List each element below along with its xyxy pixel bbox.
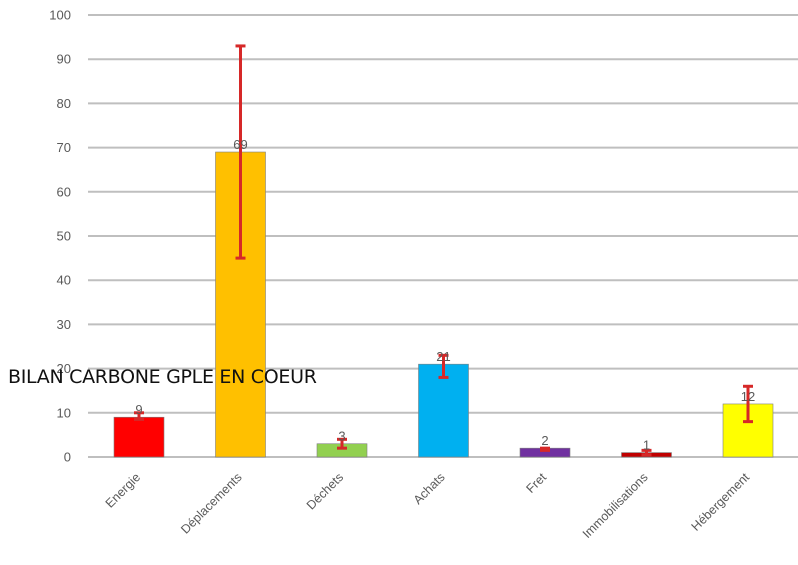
data-label: 9 — [135, 402, 142, 417]
y-tick-label: 80 — [57, 96, 71, 111]
error-bar — [743, 384, 753, 424]
data-label: 3 — [338, 429, 345, 444]
y-tick-label: 10 — [57, 405, 71, 420]
x-category-label: Immobilisations — [580, 470, 651, 541]
gridlines — [88, 14, 798, 458]
error-bar — [540, 446, 550, 452]
error-bar — [337, 437, 347, 450]
x-category-label: Hébergement — [689, 470, 753, 534]
x-category-label: Fret — [523, 470, 549, 496]
bar — [113, 416, 165, 458]
y-axis-ticks: 0 10 20 30 40 50 60 70 80 90 100 — [49, 8, 71, 465]
error-bar — [438, 353, 449, 379]
y-tick-label: 0 — [64, 450, 71, 465]
x-axis-labels: Energie Déplacements Déchets Achats Fret Immo… — [103, 470, 753, 541]
y-tick-label: 60 — [57, 184, 71, 199]
chart-title: BILAN CARBONE GPLE EN COEUR — [8, 366, 317, 388]
error-bar — [641, 448, 652, 457]
y-tick-label: 90 — [57, 52, 71, 67]
y-tick-label: 30 — [57, 317, 71, 332]
x-category-label: Energie — [103, 470, 143, 510]
data-label: 1 — [643, 438, 650, 453]
x-category-label: Déplacements — [178, 470, 244, 536]
data-label: 2 — [541, 433, 548, 448]
y-tick-label: 40 — [57, 273, 71, 288]
error-bars — [134, 44, 753, 457]
y-tick-label: 70 — [57, 140, 71, 155]
y-tick-label: 50 — [57, 229, 71, 244]
x-category-label: Déchets — [304, 470, 346, 512]
y-tick-label: 100 — [49, 8, 71, 23]
error-bar — [134, 411, 144, 421]
data-label: 12 — [741, 389, 755, 404]
error-bar — [235, 44, 246, 260]
x-category-label: Achats — [411, 470, 448, 507]
bars — [113, 151, 774, 458]
bar — [418, 363, 469, 458]
data-label: 69 — [233, 137, 247, 152]
y-tick-label: 20 — [57, 361, 71, 376]
data-label: 21 — [436, 349, 450, 364]
